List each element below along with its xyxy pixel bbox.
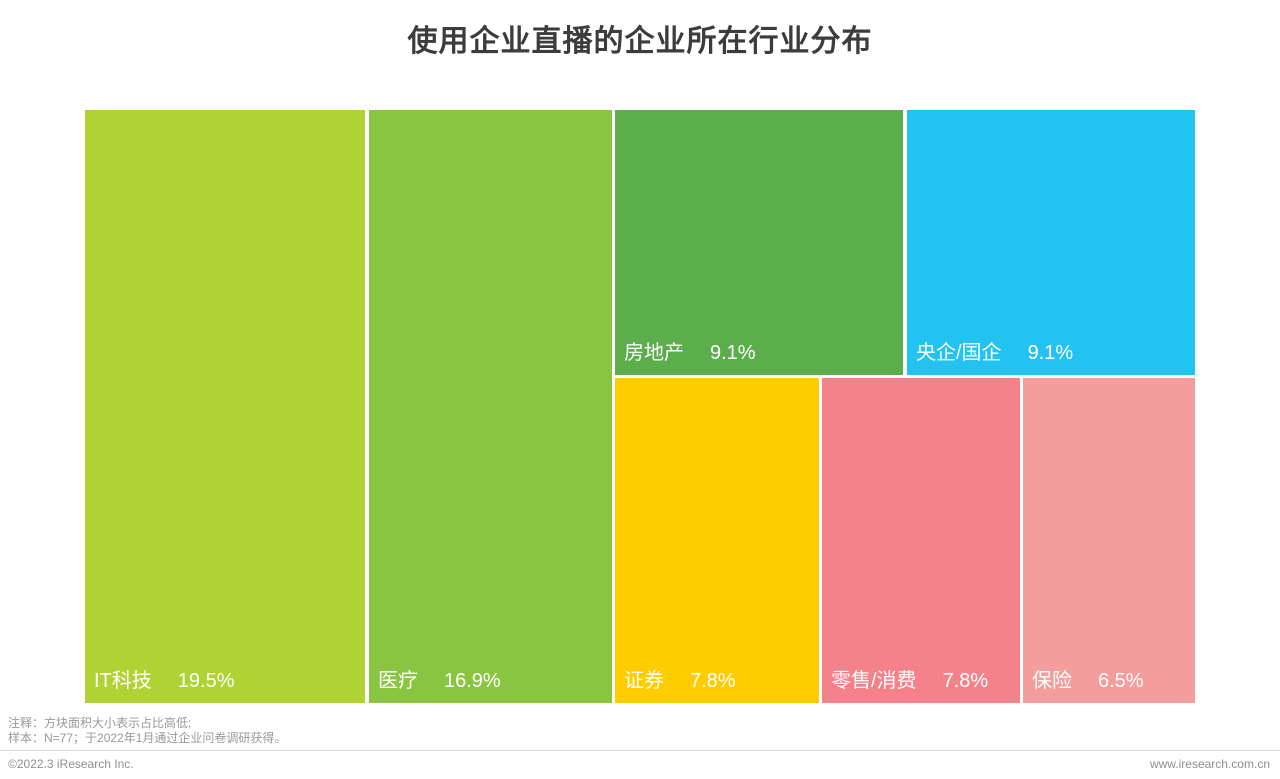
treemap-block-medical: 医疗 16.9%: [369, 110, 612, 703]
block-percent: 7.8%: [690, 670, 736, 692]
block-percent: 7.8%: [942, 670, 989, 692]
treemap-block-insurance: 保险 6.5%: [1023, 378, 1195, 703]
block-name: 保险: [1032, 670, 1072, 692]
treemap-block-it: IT科技 19.5%: [85, 110, 365, 703]
chart-title: 使用企业直播的企业所在行业分布: [407, 25, 873, 58]
block-name: 证券: [624, 670, 664, 692]
footnote-sample: 样本：N=77；于2022年1月通过企业问卷调研获得。: [8, 731, 287, 745]
block-label: 零售/消费 7.8%: [822, 669, 988, 703]
block-label: 医疗 16.9%: [369, 669, 501, 703]
block-percent: 16.9%: [444, 670, 501, 692]
block-name: 零售/消费: [831, 670, 917, 692]
block-name: IT科技: [94, 670, 152, 692]
block-percent: 9.1%: [710, 342, 756, 364]
block-percent: 9.1%: [1027, 342, 1074, 364]
copyright-text: ©2022.3 iResearch Inc.: [8, 757, 134, 771]
treemap-block-retail: 零售/消费 7.8%: [822, 378, 1020, 703]
treemap-block-stateowned: 央企/国企 9.1%: [907, 110, 1195, 375]
footnotes: 注释：方块面积大小表示占比高低; 样本：N=77；于2022年1月通过企业问卷调…: [8, 716, 286, 746]
block-label: IT科技 19.5%: [85, 669, 235, 703]
block-label: 央企/国企 9.1%: [907, 341, 1073, 375]
block-label: 证券 7.8%: [615, 669, 736, 703]
block-percent: 19.5%: [177, 670, 235, 692]
footer-divider: [0, 750, 1280, 751]
website-text: www.iresearch.com.cn: [1149, 757, 1270, 771]
block-label: 房地产 9.1%: [615, 341, 756, 375]
block-percent: 6.5%: [1098, 670, 1144, 692]
industry-treemap: IT科技 19.5% 医疗 16.9% 房地产 9.1% 央企/国企 9.1% 证券 7.…: [85, 110, 1195, 703]
block-label: 保险 6.5%: [1023, 669, 1144, 703]
block-name: 央企/国企: [916, 342, 1002, 364]
block-name: 医疗: [378, 670, 418, 692]
treemap-block-realestate: 房地产 9.1%: [615, 110, 903, 375]
block-name: 房地产: [624, 342, 684, 364]
footnote-note: 注释：方块面积大小表示占比高低;: [8, 716, 192, 730]
treemap-block-securities: 证券 7.8%: [615, 378, 819, 703]
